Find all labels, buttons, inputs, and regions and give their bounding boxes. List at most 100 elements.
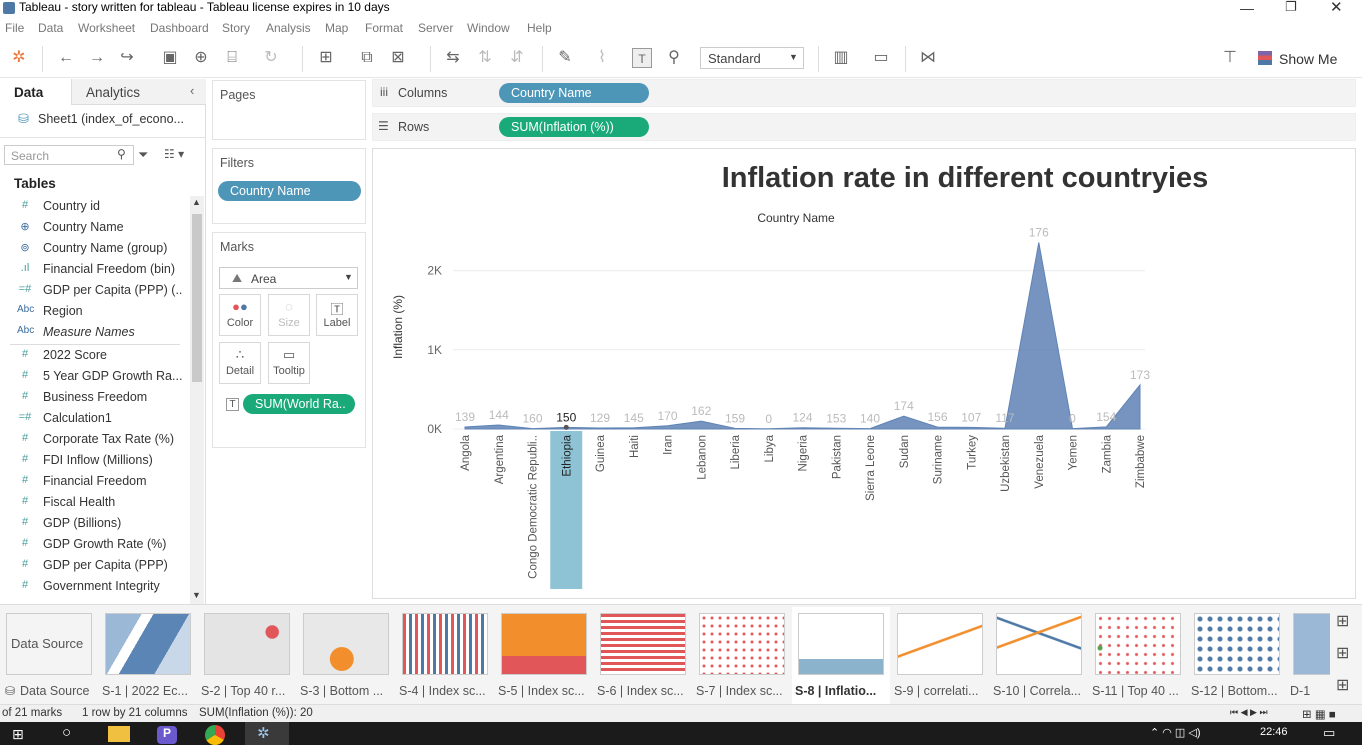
- share-icon[interactable]: ⋈: [920, 49, 936, 66]
- columns-pill-country-name[interactable]: Country Name: [499, 83, 649, 103]
- duplicate-sheet-icon[interactable]: ⧉: [361, 49, 373, 66]
- filter-icon[interactable]: ⏷: [138, 147, 149, 162]
- category-label[interactable]: Ethiopia: [561, 434, 573, 476]
- field-item[interactable]: Abc Region: [0, 301, 182, 322]
- field-item[interactable]: #5 Year GDP Growth Ra...: [0, 366, 182, 387]
- app-icon[interactable]: P: [157, 726, 177, 744]
- category-label[interactable]: Angola: [460, 434, 472, 470]
- field-scrollbar[interactable]: ▲ ▼: [190, 196, 204, 604]
- category-label[interactable]: Venezuela: [1034, 434, 1046, 488]
- columns-shelf[interactable]: iii Columns Country Name: [372, 79, 1356, 107]
- undo-icon[interactable]: ←: [58, 49, 74, 66]
- search-field[interactable]: Search ⚲: [4, 145, 134, 165]
- category-label[interactable]: Nigeria: [798, 434, 810, 471]
- story-tab[interactable]: S-9 | correlati...: [891, 607, 989, 705]
- menu-window[interactable]: Window: [467, 21, 510, 35]
- grid-view-icon[interactable]: ⊞ ▦ ■: [1302, 709, 1336, 721]
- swap-icon[interactable]: ⇆: [446, 49, 460, 66]
- pages-card[interactable]: Pages: [212, 80, 366, 140]
- data-point[interactable]: [563, 424, 569, 430]
- tableau-home-icon[interactable]: ✲: [12, 49, 26, 66]
- field-item[interactable]: # Corporate Tax Rate (%): [0, 429, 182, 450]
- area-series[interactable]: [464, 242, 1141, 430]
- notifications-icon[interactable]: ▭: [1323, 725, 1336, 740]
- new-dashboard-icon[interactable]: ⊞: [1336, 645, 1350, 662]
- minimize-icon[interactable]: —: [1240, 0, 1254, 16]
- size-button[interactable]: ◌ Size: [268, 294, 310, 336]
- group-icon[interactable]: ⌇: [598, 49, 606, 66]
- tooltip-button[interactable]: ▭ Tooltip: [268, 342, 310, 384]
- sort-desc-icon[interactable]: ⇵: [510, 49, 524, 66]
- field-item[interactable]: ⊚ Country Name (group): [0, 238, 182, 259]
- field-item[interactable]: # Business Freedom: [0, 387, 182, 408]
- pin-icon[interactable]: ⚲: [668, 49, 680, 66]
- highlight-icon[interactable]: ✎: [558, 49, 572, 66]
- story-tab[interactable]: S-3 | Bottom ...: [297, 607, 395, 705]
- field-item[interactable]: =# Calculation1: [0, 408, 182, 429]
- chart-svg[interactable]: 2K 1K 0K Inflation (%) 139 Angola 144 Argentina…: [373, 149, 1357, 600]
- menu-format[interactable]: Format: [365, 21, 404, 35]
- marks-pill-world-rank[interactable]: SUM(World Ra..: [243, 394, 355, 414]
- refresh-icon[interactable]: ↻: [264, 49, 278, 66]
- new-sheet-icon[interactable]: ⊞: [319, 49, 333, 66]
- category-label[interactable]: Uzbekistan: [1000, 435, 1012, 492]
- story-tab[interactable]: S-4 | Index sc...: [396, 607, 494, 705]
- field-item[interactable]: # Country id: [0, 196, 182, 217]
- field-item[interactable]: ⊕ Country Name: [0, 217, 182, 238]
- menu-data[interactable]: Data: [38, 21, 64, 35]
- tab-analytics[interactable]: Analytics ‹: [72, 79, 206, 105]
- category-label[interactable]: Liberia: [730, 434, 742, 469]
- category-label[interactable]: Yemen: [1068, 435, 1080, 470]
- filter-pill-country-name[interactable]: Country Name: [218, 181, 361, 201]
- menu-worksheet[interactable]: Worksheet: [78, 21, 136, 35]
- field-item[interactable]: # Financial Freedom: [0, 471, 182, 492]
- new-datasource-icon[interactable]: ⊕: [194, 49, 208, 66]
- collapse-icon[interactable]: ‹: [190, 83, 195, 98]
- menu-server[interactable]: Server: [418, 21, 454, 35]
- new-worksheet-icon[interactable]: ⊞: [1336, 613, 1350, 630]
- menu-dashboard[interactable]: Dashboard: [150, 21, 209, 35]
- mark-type-dropdown[interactable]: ⛰ Area ▼: [219, 267, 358, 289]
- category-label[interactable]: Congo Democratic Republi..: [528, 435, 540, 579]
- system-tray-icons[interactable]: ⌃ ◠ ◫ ◁): [1150, 727, 1201, 739]
- close-icon[interactable]: ✕: [1330, 0, 1343, 16]
- fit-dropdown[interactable]: Standard ▼: [700, 47, 804, 69]
- show-me-button[interactable]: Show Me: [1279, 51, 1338, 67]
- rows-pill-sum-inflation[interactable]: SUM(Inflation (%)): [499, 117, 649, 137]
- category-label[interactable]: Guinea: [595, 434, 607, 472]
- field-item[interactable]: =# GDP per Capita (PPP) (...: [0, 280, 182, 301]
- rows-shelf[interactable]: ☰ Rows SUM(Inflation (%)): [372, 113, 1356, 141]
- category-label[interactable]: Zambia: [1101, 434, 1113, 473]
- sheet-nav-icons[interactable]: ⏮ ◀ ▶ ⏭: [1230, 707, 1268, 717]
- datasource-name[interactable]: Sheet1 (index_of_econo...: [38, 112, 184, 126]
- color-button[interactable]: ●● Color: [219, 294, 261, 336]
- detail-button[interactable]: ∴ Detail: [219, 342, 261, 384]
- datasource-icon[interactable]: ⌸: [227, 49, 237, 66]
- redo-menu-icon[interactable]: ↪: [120, 49, 134, 66]
- sort-asc-icon[interactable]: ⇅: [478, 49, 492, 66]
- search-icon[interactable]: ○: [62, 724, 72, 741]
- new-story-icon[interactable]: ⊞: [1336, 677, 1350, 694]
- field-item[interactable]: .ıl Financial Freedom (bin): [0, 259, 182, 280]
- category-label[interactable]: Suriname: [933, 435, 945, 484]
- story-tab[interactable]: S-8 | Inflatio...: [792, 607, 890, 705]
- category-label[interactable]: Libya: [764, 434, 776, 462]
- story-tab[interactable]: Data Source Data Source ⛁: [0, 607, 98, 705]
- story-tab[interactable]: S-11 | Top 40 ...: [1089, 607, 1187, 705]
- highlighted-category-band[interactable]: [550, 431, 583, 589]
- tab-data[interactable]: Data: [0, 79, 72, 105]
- story-tab[interactable]: S-7 | Index sc...: [693, 607, 791, 705]
- maximize-icon[interactable]: ❐: [1285, 0, 1297, 14]
- show-cards-icon[interactable]: ▥: [833, 49, 849, 66]
- pointer-icon[interactable]: ⊤: [1223, 49, 1237, 66]
- show-labels-icon[interactable]: T: [632, 48, 652, 68]
- field-item[interactable]: # Fiscal Health: [0, 492, 182, 513]
- story-tab[interactable]: S-2 | Top 40 r...: [198, 607, 296, 705]
- save-icon[interactable]: ▣: [162, 49, 178, 66]
- show-me-icon[interactable]: [1258, 51, 1272, 65]
- filters-card[interactable]: Filters Country Name: [212, 148, 366, 224]
- field-item[interactable]: # GDP (Billions): [0, 513, 182, 534]
- category-label[interactable]: Turkey: [966, 435, 978, 470]
- story-tab[interactable]: S-1 | 2022 Ec...: [99, 607, 197, 705]
- category-label[interactable]: Pakistan: [831, 435, 843, 479]
